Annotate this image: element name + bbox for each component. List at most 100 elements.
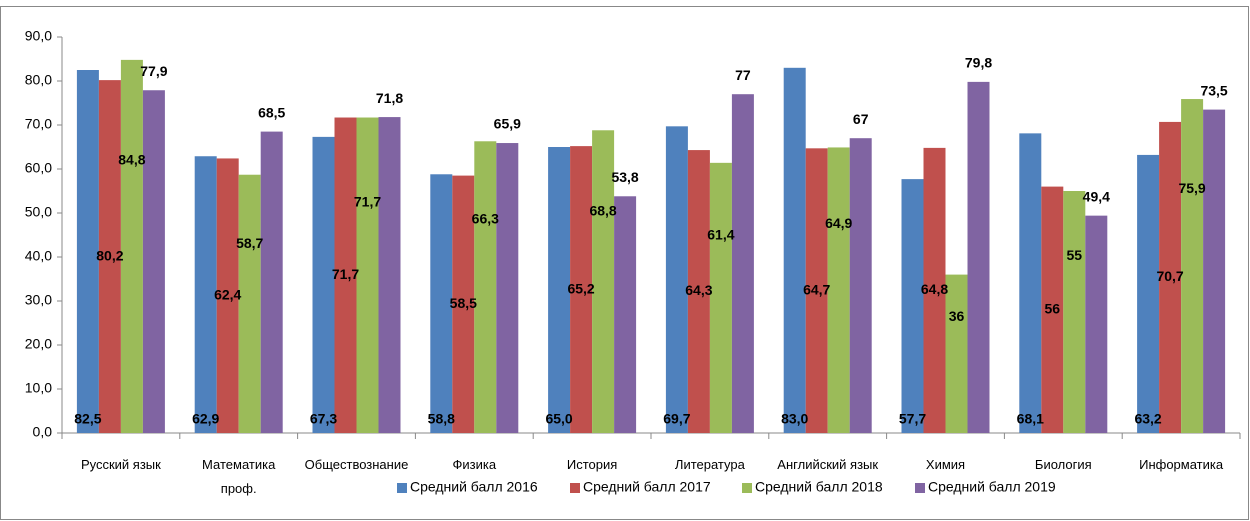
bar [687,150,710,433]
y-tick-label: 20,0 [25,336,52,352]
y-tick-label: 60,0 [25,160,52,176]
bar [592,130,615,433]
x-tick-label: Математика проф. [202,457,276,496]
bar [731,94,754,433]
bar [709,162,732,433]
x-tick-label: Английский язык [777,457,879,472]
x-tick-label: Обществознание [304,457,409,472]
data-label: 69,7 [663,411,690,427]
chart-frame [0,6,1249,520]
y-tick-label: 10,0 [25,380,52,396]
y-tick-label: 0,0 [33,424,53,440]
data-label: 55 [1067,247,1083,263]
data-label: 68,8 [589,203,616,219]
data-label: 64,3 [685,282,712,298]
data-label: 73,5 [1200,82,1227,98]
bar [194,156,217,434]
x-tick-label: Биология [1034,457,1092,472]
data-label: 71,8 [376,90,403,106]
data-label: 64,7 [803,281,830,297]
bar [98,80,121,434]
data-label: 65,2 [567,280,594,296]
y-tick-label: 90,0 [25,28,52,44]
x-tick-label: История [566,457,618,472]
bar [334,117,357,434]
data-label: 68,1 [1017,411,1044,427]
legend-swatch [570,483,580,493]
bar [120,59,143,433]
data-label: 65,9 [494,116,521,132]
bar [901,179,924,433]
data-label: 71,7 [332,266,359,282]
data-label: 67,3 [310,411,337,427]
bar [142,90,165,434]
legend-label: Средний балл 2018 [755,479,883,495]
legend-label: Средний балл 2016 [410,479,538,495]
y-tick-label: 30,0 [25,292,52,308]
bar [805,148,828,433]
data-label: 58,8 [428,411,455,427]
bar [1137,154,1160,434]
data-label: 68,5 [258,104,285,120]
data-label: 65,0 [545,411,572,427]
data-label: 57,7 [899,411,926,427]
bar [312,136,335,433]
x-tick-label: Химия [925,457,966,472]
data-label: 66,3 [472,211,499,227]
data-label: 64,9 [825,215,852,231]
bar [923,147,946,433]
bar [783,67,806,434]
x-tick-label: Литература [674,457,745,472]
bar [356,117,379,434]
bar [76,70,99,433]
bar [238,174,261,433]
data-label: 77,9 [140,63,167,79]
bar [260,131,283,433]
data-label: 77 [735,67,751,83]
data-label: 49,4 [1083,188,1110,204]
bar [827,147,850,433]
bar [1159,121,1182,434]
bar [430,174,453,433]
bar [1085,215,1108,433]
data-label: 58,7 [236,235,263,251]
data-label: 63,2 [1134,411,1161,427]
bar [1019,133,1042,434]
bar [1181,99,1204,433]
bar [945,274,968,433]
bar [548,147,571,433]
data-label: 53,8 [611,169,638,185]
data-label: 67 [853,111,869,127]
bar [1041,186,1064,433]
data-label: 80,2 [96,247,123,263]
x-tick-label: Информатика [1139,457,1224,472]
data-label: 84,8 [118,151,145,167]
bar [452,175,475,433]
legend-swatch [742,483,752,493]
x-tick-label: Русский язык [80,457,161,472]
legend-label: Средний балл 2017 [583,479,711,495]
bar [967,81,990,433]
bar [378,117,401,433]
data-label: 71,7 [354,193,381,209]
y-tick-label: 70,0 [25,116,52,132]
bar [216,158,239,433]
bar [496,143,519,434]
bar [570,146,593,433]
data-label: 61,4 [707,226,734,242]
data-label: 56 [1045,301,1061,317]
bar [849,138,872,433]
legend-label: Средний балл 2019 [928,479,1056,495]
data-label: 83,0 [781,411,808,427]
data-label: 70,7 [1156,268,1183,284]
data-label: 36 [949,308,965,324]
x-tick-label: Физика [452,457,497,472]
bar [1063,191,1086,433]
y-tick-label: 50,0 [25,204,52,220]
data-label: 58,5 [450,295,477,311]
bar [614,196,637,433]
bar [665,126,688,433]
data-label: 79,8 [965,55,992,71]
